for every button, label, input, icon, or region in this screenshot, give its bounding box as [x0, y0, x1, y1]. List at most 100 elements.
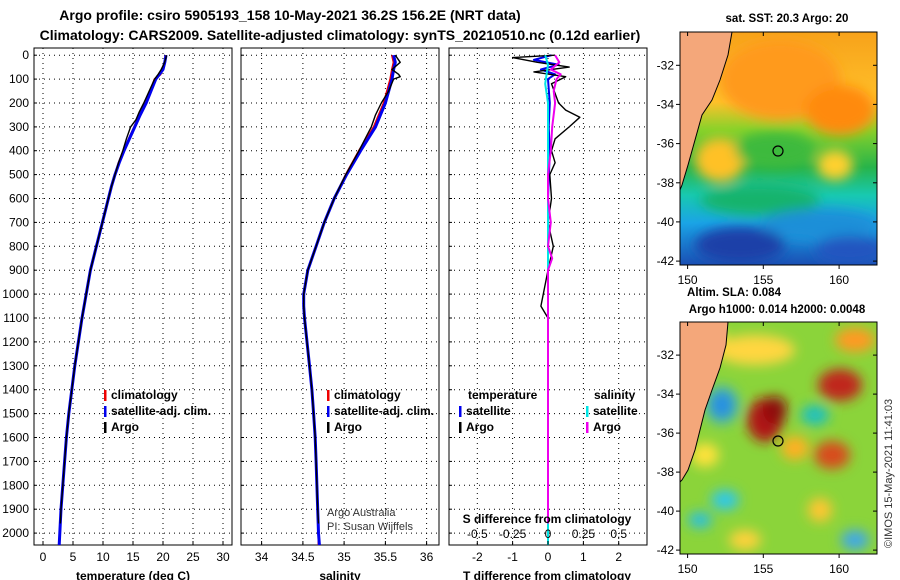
depth-tick-label: 900 [9, 263, 29, 277]
lat-tick-label: -40 [657, 504, 675, 518]
sst-lat-ticks: -32 -34 -36 -38 -40 -42 [657, 58, 877, 268]
depth-tick-label: 800 [9, 239, 29, 253]
depth-tick-label: 1800 [2, 478, 29, 492]
x-tick-label: 20 [156, 550, 170, 564]
legend-label: Argo [466, 420, 494, 434]
sla-lat-ticks: -32 -34 -36 -38 -40 -42 [657, 348, 877, 557]
legend-label: satellite-adj. clim. [334, 404, 434, 418]
legend-label: Argo [593, 420, 621, 434]
t-difference-label: T difference from climatology [463, 569, 631, 580]
temperature-series [57, 54, 168, 546]
legend-label: Argo [334, 420, 362, 434]
x-tick-label: 30 [216, 550, 230, 564]
x-tick-label: 1 [580, 550, 587, 564]
lat-tick-label: -38 [657, 465, 675, 479]
temperature-panel: 0 5 10 15 20 25 30 climatology satellite-adj. c… [33, 47, 233, 580]
imos-stamp: ©IMOS 15-May-2021 11:41:03 [883, 399, 895, 548]
sla-field [680, 322, 877, 554]
sla-map-subtitle: Argo h1000: 0.014 h2000: 0.0048 [689, 304, 866, 316]
depth-tick-label: 300 [9, 120, 29, 134]
lat-tick-label: -32 [657, 58, 675, 72]
sst-map-frame [679, 31, 878, 266]
x-tick-label: 5 [70, 550, 77, 564]
legend-swatch-argo [104, 422, 107, 433]
s-difference-label: S difference from climatology [463, 512, 632, 526]
depth-axis: 0 100 200 300 400 500 600 700 800 900 1000 1100 1200… [2, 48, 29, 540]
temperature-x-label: temperature (deg C) [76, 569, 190, 580]
salinity-panel: 34 34.5 35 35.5 36 climatology satellite-adj.… [240, 47, 440, 580]
header-line-2: Climatology: CARS2009. Satellite-adjuste… [40, 27, 641, 43]
salinity-plot-frame [240, 47, 440, 546]
x-tick-label: 15 [126, 550, 140, 564]
difference-x2-ticks: -0.5 -0.25 0 0.25 0.5 [467, 527, 627, 541]
sst-map-title: sat. SST: 20.3 Argo: 20 [726, 13, 849, 25]
x-tick-label: 2 [615, 550, 622, 564]
difference-legend: temperature salinity satellite Argo satellit… [459, 388, 638, 434]
depth-tick-label: 1100 [3, 311, 29, 325]
difference-panel: -2 -1 0 1 2 -0.5 -0.25 0 0.25 0.5 temperature sal… [448, 47, 648, 580]
sla-lon-ticks: 150 155 160 [678, 322, 849, 576]
lon-tick-label: 160 [829, 273, 849, 287]
x-tick-label: 0 [40, 550, 47, 564]
x-tick-label: 34 [255, 550, 269, 564]
depth-tick-label: 1500 [2, 407, 29, 421]
legend-swatch-climatology [327, 390, 330, 401]
sla-float-marker [772, 435, 784, 447]
legend-title-salinity: salinity [594, 388, 636, 402]
depth-tick-label: 100 [9, 72, 29, 86]
credit-line-2: PI: Susan Wijffels [327, 521, 413, 533]
legend-swatch-sal_satellite [586, 406, 589, 417]
lon-tick-label: 160 [829, 562, 849, 576]
legend-title-temperature: temperature [468, 388, 538, 402]
salinity-x-ticks: 34 34.5 35 35.5 36 [255, 541, 434, 564]
x-tick-label: 25 [186, 550, 200, 564]
depth-tick-label: 700 [9, 215, 29, 229]
depth-tick-label: 0 [22, 48, 29, 62]
x-tick-label: 35.5 [374, 550, 398, 564]
sst-features [695, 40, 877, 264]
legend-swatch-satellite [327, 406, 330, 417]
lat-tick-label: -38 [657, 176, 675, 190]
legend-label: satellite [466, 404, 511, 418]
legend-label: Argo [111, 420, 139, 434]
sst-lon-ticks: 150 155 160 [678, 32, 849, 287]
depth-tick-label: 500 [9, 168, 29, 182]
x2-tick-label: -0.5 [467, 527, 488, 541]
legend-swatch-argo [459, 422, 462, 433]
lat-tick-label: -34 [657, 97, 675, 111]
series-line-sal_argo [547, 54, 562, 524]
x2-tick-label: -0.25 [499, 527, 527, 541]
sla-map-title: Altim. SLA: 0.084 [687, 287, 782, 299]
x-tick-label: 0 [545, 550, 552, 564]
depth-tick-label: 1300 [2, 359, 29, 373]
temperature-grid [34, 48, 232, 545]
lat-tick-label: -42 [657, 543, 675, 557]
depth-tick-label: 400 [9, 144, 29, 158]
x-tick-label: 35 [337, 550, 351, 564]
salinity-legend: climatology satellite-adj. clim. Argo [327, 388, 434, 434]
sst-field [680, 32, 877, 265]
lon-tick-label: 150 [678, 273, 698, 287]
x2-tick-label: 0 [545, 527, 552, 541]
legend-label: satellite-adj. clim. [111, 404, 211, 418]
difference-series [511, 54, 581, 545]
legend-label: climatology [111, 388, 178, 402]
credit-line-1: Argo Australia [327, 507, 396, 519]
depth-tick-label: 2000 [2, 526, 29, 540]
x2-tick-label: 0.25 [572, 527, 596, 541]
temperature-x-ticks: 0 5 10 15 20 25 30 [40, 541, 230, 564]
depth-tick-label: 1200 [2, 335, 29, 349]
x-tick-label: -1 [507, 550, 518, 564]
legend-swatch-sal_argo [586, 422, 589, 433]
difference-grid [449, 48, 647, 545]
lat-tick-label: -40 [657, 215, 675, 229]
depth-tick-label: 600 [9, 192, 29, 206]
sla-features [680, 322, 875, 550]
series-line-argo [303, 54, 401, 524]
depth-tick-label: 1000 [2, 287, 29, 301]
legend-label: climatology [334, 388, 401, 402]
salinity-grid [241, 48, 439, 545]
depth-tick-label: 1600 [2, 431, 29, 445]
depth-tick-label: 1700 [2, 454, 29, 468]
salinity-series [302, 54, 401, 546]
